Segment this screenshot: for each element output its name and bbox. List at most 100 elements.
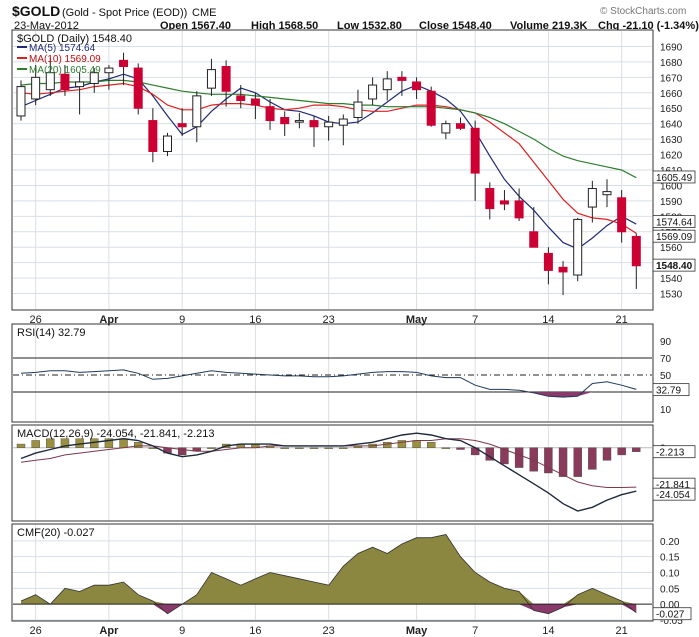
- cmf-y-tick: 0.05: [660, 584, 680, 595]
- macd-histogram-bar: [617, 447, 626, 456]
- macd-histogram-bar: [16, 443, 26, 448]
- macd-histogram-bar: [60, 438, 70, 448]
- rsi-panel: [11, 323, 654, 423]
- macd-histogram-bar: [177, 447, 187, 456]
- high-label: High 1568.50: [251, 20, 318, 32]
- change-label: Chg -21.10 (-1.34%): [598, 20, 699, 32]
- cmf-y-tick: 0.20: [660, 537, 680, 548]
- candle-body: [294, 120, 304, 123]
- macd-histogram-bar: [412, 440, 421, 448]
- candle: [250, 92, 260, 120]
- candle: [470, 120, 480, 201]
- macd-histogram-bar: [339, 447, 348, 449]
- candle: [602, 179, 612, 208]
- rsi-oversold-fill: [21, 392, 637, 398]
- price-value-tag-label: 1574.64: [656, 218, 693, 229]
- cmf-x-tick: 16: [249, 625, 261, 637]
- price-x-tick: 14: [542, 314, 554, 326]
- legend-ma20-label: MA(20) 1605.49: [29, 65, 101, 76]
- price-value-tag: [652, 258, 696, 272]
- legend-ma20: MA(20) 1605.49: [17, 65, 101, 76]
- symbol: $GOLD: [12, 3, 60, 19]
- macd-histogram-bar: [46, 438, 55, 448]
- legend-ma10-label: MA(10) 1569.09: [29, 54, 101, 65]
- price-value-tag: [652, 170, 696, 184]
- price-y-tick: 1600: [660, 181, 683, 192]
- candle-body: [617, 197, 627, 233]
- price-y-tick: 1590: [660, 197, 683, 208]
- price-x-tick: 23: [323, 314, 335, 326]
- candle-body: [529, 231, 539, 248]
- price-y-tick: 1560: [660, 243, 683, 254]
- price-y-tick: 1670: [660, 73, 683, 84]
- candle: [543, 247, 553, 285]
- macd-histogram-bar: [500, 447, 509, 465]
- legend-ma10: MA(10) 1569.09: [17, 54, 101, 65]
- candle: [294, 112, 304, 129]
- rsi-y-tick: 90: [660, 337, 672, 348]
- cmf-x-tick: 14: [542, 625, 554, 637]
- candle-body: [192, 95, 202, 128]
- macd-histogram-bar: [514, 447, 524, 468]
- candle: [499, 190, 509, 211]
- price-value-tag: [652, 229, 696, 243]
- price-y-tick: 1640: [660, 120, 683, 131]
- candle: [163, 132, 172, 157]
- price-y-tick: 1630: [660, 135, 683, 146]
- candle-body: [412, 81, 422, 91]
- price-value-tag-label: 1569.09: [656, 232, 693, 243]
- macd-histogram-bar: [309, 447, 319, 449]
- candle: [221, 60, 231, 107]
- price-y-tick: 1650: [660, 104, 683, 115]
- candle: [485, 182, 495, 220]
- macd-title: MACD(12,26,9) -24.054, -21.841, -2.213: [17, 428, 215, 440]
- cmf-series: [13, 534, 652, 615]
- macd-histogram-bar: [133, 442, 143, 448]
- rsi-y-tick: 50: [660, 371, 672, 382]
- candle: [119, 52, 129, 86]
- macd-histogram-bar: [280, 447, 289, 449]
- candle-body: [514, 200, 524, 219]
- candle-body: [31, 76, 41, 100]
- candle-body: [16, 86, 26, 117]
- candle: [368, 77, 378, 106]
- candle-body: [602, 191, 612, 196]
- cmf-x-tick: 21: [616, 625, 628, 637]
- macd-histogram-bar: [441, 447, 451, 449]
- rsi-value-tag-label: 32.79: [656, 386, 681, 397]
- symbol-name: (Gold - Spot Price (EOD)): [62, 7, 187, 19]
- macd-histogram-bar: [119, 438, 128, 448]
- cmf-x-tick: 23: [323, 625, 335, 637]
- candle-body: [558, 266, 568, 273]
- low-label: Low 1532.80: [337, 20, 402, 32]
- candle-body: [368, 84, 378, 100]
- rsi-line: [20, 369, 637, 398]
- candle-body: [265, 106, 275, 122]
- candle: [236, 85, 246, 109]
- cmf-x-tick: 7: [472, 625, 478, 637]
- candle: [280, 111, 290, 137]
- candle: [529, 207, 539, 248]
- candle: [456, 117, 465, 130]
- macd-histogram-bar: [383, 442, 392, 448]
- cmf-positive-area: [21, 534, 637, 605]
- candle-body: [470, 127, 480, 174]
- candle: [75, 72, 85, 115]
- price-series: [16, 52, 641, 296]
- cmf-negative-area: [21, 604, 637, 614]
- candle: [573, 217, 583, 282]
- cmf-x-tick: Apr: [99, 625, 119, 637]
- macd-series: [13, 432, 652, 512]
- macd-histogram-bar: [602, 447, 612, 461]
- cmf-y-tick: 0.15: [660, 553, 680, 564]
- price-title: $GOLD (Daily) 1548.40: [17, 33, 132, 45]
- price-x-tick: 7: [472, 314, 478, 326]
- rsi-y-tick: 70: [660, 354, 672, 365]
- candle: [631, 233, 641, 289]
- candle-body: [426, 90, 436, 126]
- candle: [133, 63, 143, 115]
- candle: [382, 71, 392, 101]
- candle-body: [177, 123, 187, 128]
- price-x-tick: 16: [249, 314, 261, 326]
